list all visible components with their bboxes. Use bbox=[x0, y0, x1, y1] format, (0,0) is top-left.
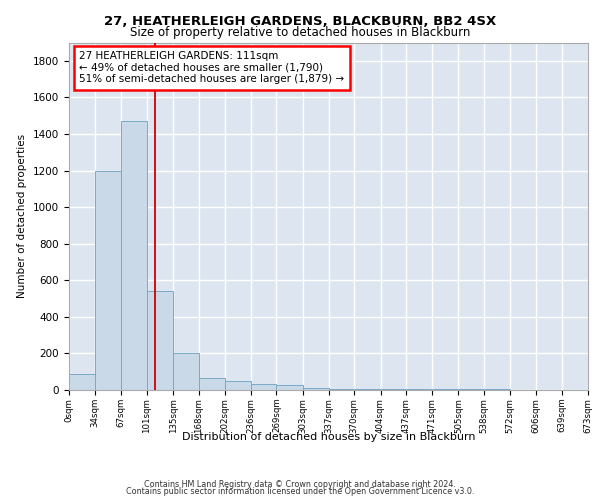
Bar bbox=[355, 389, 380, 390]
Bar bbox=[95, 170, 121, 390]
Bar bbox=[380, 389, 406, 390]
Bar bbox=[329, 388, 355, 390]
Bar bbox=[251, 384, 277, 390]
Text: 27, HEATHERLEIGH GARDENS, BLACKBURN, BB2 4SX: 27, HEATHERLEIGH GARDENS, BLACKBURN, BB2… bbox=[104, 15, 496, 28]
Bar bbox=[173, 352, 199, 390]
Bar bbox=[277, 385, 302, 390]
Bar bbox=[121, 121, 147, 390]
Text: Contains HM Land Registry data © Crown copyright and database right 2024.: Contains HM Land Registry data © Crown c… bbox=[144, 480, 456, 489]
Bar bbox=[432, 389, 458, 390]
Y-axis label: Number of detached properties: Number of detached properties bbox=[17, 134, 28, 298]
Bar bbox=[147, 291, 173, 390]
Bar bbox=[199, 378, 225, 390]
Bar bbox=[406, 389, 432, 390]
Text: 27 HEATHERLEIGH GARDENS: 111sqm
← 49% of detached houses are smaller (1,790)
51%: 27 HEATHERLEIGH GARDENS: 111sqm ← 49% of… bbox=[79, 51, 344, 84]
Bar bbox=[225, 381, 251, 390]
Bar bbox=[69, 374, 95, 390]
Text: Distribution of detached houses by size in Blackburn: Distribution of detached houses by size … bbox=[182, 432, 476, 442]
Text: Contains public sector information licensed under the Open Government Licence v3: Contains public sector information licen… bbox=[126, 487, 474, 496]
Text: Size of property relative to detached houses in Blackburn: Size of property relative to detached ho… bbox=[130, 26, 470, 39]
Bar bbox=[302, 388, 329, 390]
